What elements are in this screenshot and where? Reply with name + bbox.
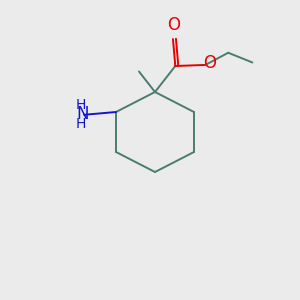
Text: O: O — [203, 54, 216, 72]
Text: N: N — [76, 105, 88, 123]
Text: O: O — [167, 16, 181, 34]
Text: H: H — [76, 98, 86, 112]
Text: H: H — [76, 117, 86, 131]
